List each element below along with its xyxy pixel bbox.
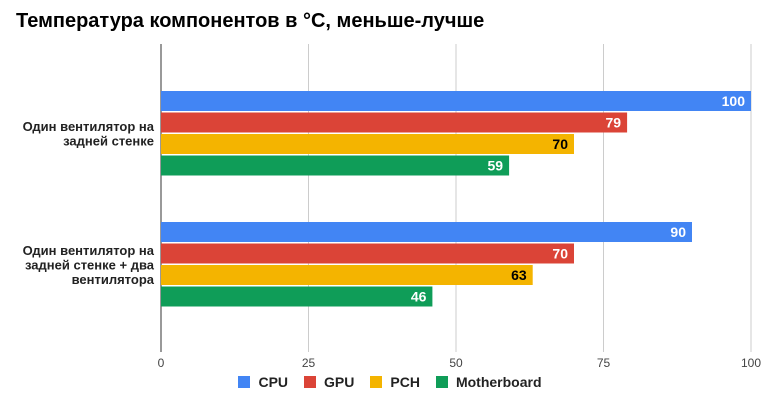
legend-label: GPU: [324, 374, 355, 390]
data-label: 59: [488, 158, 504, 174]
category-label-line: задней стенке: [63, 134, 154, 149]
legend-item-cpu: CPU: [238, 374, 288, 390]
category-label-line: Один вентилятор на: [23, 119, 155, 134]
legend-item-pch: PCH: [370, 374, 420, 390]
legend-swatch: [435, 376, 448, 388]
category-label-line: задней стенке + два: [25, 257, 155, 272]
data-label: 90: [670, 224, 686, 240]
legend-label: Motherboard: [455, 374, 542, 390]
bar-cpu: [161, 91, 751, 111]
category-label: Один вентилятор на задней стенке: [23, 119, 155, 149]
x-tick-label: 50: [449, 356, 463, 370]
bar-motherboard: [161, 155, 510, 176]
data-label: 63: [511, 267, 527, 283]
legend-label: CPU: [258, 374, 289, 390]
bar-cpu: [161, 222, 692, 242]
data-label: 70: [552, 246, 568, 262]
category-label: Один вентилятор на задней стенке + два вен…: [23, 243, 155, 287]
data-label: 79: [606, 115, 622, 131]
legend-swatch: [238, 376, 251, 388]
bar-pch: [161, 265, 533, 285]
bar-motherboard: [161, 286, 433, 307]
bar-gpu: [161, 243, 574, 264]
legend-swatch: [304, 376, 317, 388]
data-label: 70: [552, 136, 568, 152]
x-tick-label: 0: [158, 356, 165, 370]
data-label: 100: [722, 93, 746, 109]
x-tick-label: 25: [302, 356, 316, 370]
legend-item-gpu: GPU: [304, 374, 354, 390]
category-label-line: Один вентилятор на: [23, 243, 155, 258]
bar-pch: [161, 134, 574, 154]
legend-label: PCH: [390, 374, 420, 390]
legend-item-motherboard: Motherboard: [435, 374, 542, 390]
bar-gpu: [161, 112, 628, 133]
chart-title: Температура компонентов в °С, меньше-луч…: [16, 10, 485, 32]
chart-legend: CPU GPU PCH Motherboard: [0, 374, 780, 391]
data-label: 46: [411, 289, 427, 305]
x-tick-label: 75: [597, 356, 611, 370]
x-tick-label: 100: [741, 356, 761, 370]
category-label-line: вентилятора: [72, 272, 155, 287]
legend-swatch: [370, 376, 383, 388]
